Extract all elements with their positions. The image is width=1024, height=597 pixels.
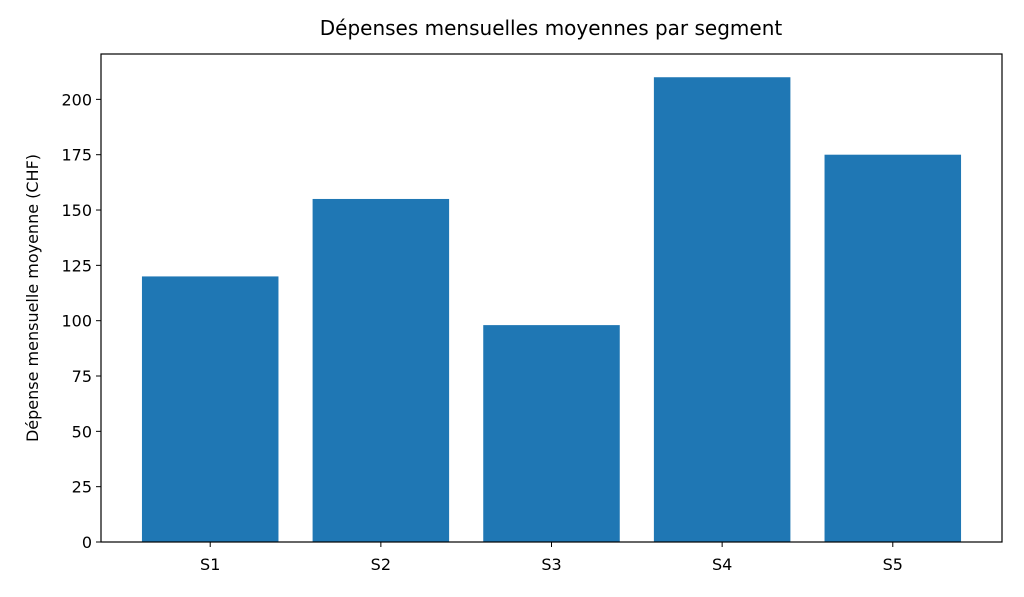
bar [653,77,791,542]
x-tick-label: S3 [541,555,561,574]
bar [824,154,962,542]
y-tick-label: 25 [72,478,92,497]
y-tick-label: 75 [72,367,92,386]
chart-title: Dépenses mensuelles moyennes par segment [320,16,783,40]
y-axis-label: Dépense mensuelle moyenne (CHF) [23,154,42,442]
bar [483,325,620,542]
x-tick-label: S1 [200,555,220,574]
bar [312,198,450,542]
y-tick-label: 50 [72,422,92,441]
y-tick-label: 175 [61,146,92,165]
plot-frame [100,53,1003,543]
y-tick-label: 200 [61,90,92,109]
y-tick-label: 150 [61,201,92,220]
x-tick-label: S2 [371,555,391,574]
y-tick-label: 100 [61,312,92,331]
y-tick-label: 0 [82,533,92,552]
y-tick-label: 125 [61,256,92,275]
x-tick-label: S5 [883,555,903,574]
x-tick-label: S4 [712,555,732,574]
bar [141,276,279,542]
